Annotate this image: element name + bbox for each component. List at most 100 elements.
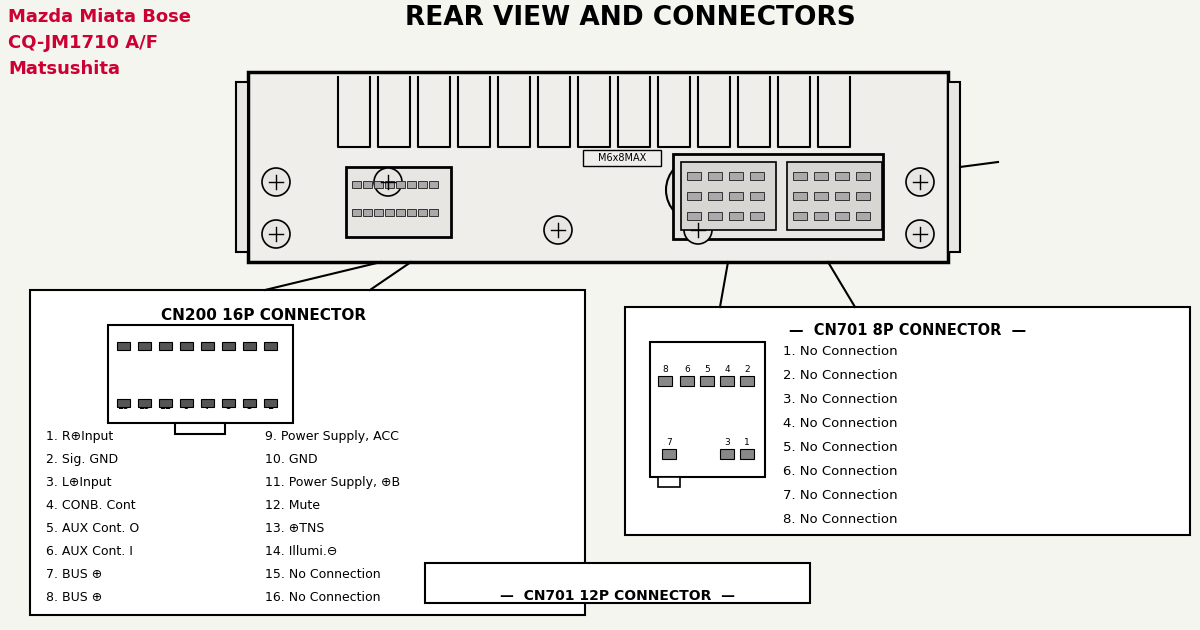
Text: 11: 11 bbox=[160, 402, 170, 411]
Text: 3: 3 bbox=[724, 438, 730, 447]
Bar bbox=[248, 72, 948, 262]
Text: CQ-JM1710 A/F: CQ-JM1710 A/F bbox=[8, 34, 158, 52]
Text: 6. AUX Cont. I: 6. AUX Cont. I bbox=[46, 545, 133, 558]
Circle shape bbox=[374, 168, 402, 196]
Bar bbox=[662, 449, 676, 459]
Bar bbox=[202, 399, 214, 407]
Bar bbox=[108, 325, 293, 423]
Text: Mazda Miata Bose: Mazda Miata Bose bbox=[8, 8, 191, 26]
Text: 15. No Connection: 15. No Connection bbox=[265, 568, 380, 581]
Bar bbox=[180, 342, 193, 350]
Bar bbox=[814, 192, 828, 200]
Text: 10. GND: 10. GND bbox=[265, 453, 318, 466]
Text: 5: 5 bbox=[226, 402, 230, 411]
Bar bbox=[856, 192, 870, 200]
Bar bbox=[583, 150, 661, 166]
Text: 14. Illumi.⊖: 14. Illumi.⊖ bbox=[265, 545, 337, 558]
Text: 3. No Connection: 3. No Connection bbox=[784, 393, 898, 406]
Bar bbox=[948, 82, 960, 252]
Text: 10: 10 bbox=[180, 344, 192, 353]
Bar bbox=[138, 399, 151, 407]
Bar bbox=[730, 192, 743, 200]
Bar bbox=[686, 172, 701, 180]
Text: 11. Power Supply, ⊕B: 11. Power Supply, ⊕B bbox=[265, 476, 400, 489]
Bar bbox=[364, 181, 372, 188]
Text: 5. AUX Cont. O: 5. AUX Cont. O bbox=[46, 522, 139, 535]
Text: 14: 14 bbox=[138, 344, 150, 353]
Bar bbox=[418, 209, 427, 216]
Bar bbox=[430, 181, 438, 188]
Bar bbox=[407, 209, 416, 216]
Text: 16. No Connection: 16. No Connection bbox=[265, 591, 380, 604]
Text: 4. CONB. Cont: 4. CONB. Cont bbox=[46, 499, 136, 512]
Text: 1: 1 bbox=[268, 402, 272, 411]
Bar bbox=[264, 342, 277, 350]
Text: —  CN701 12P CONNECTOR  —: — CN701 12P CONNECTOR — bbox=[500, 589, 734, 603]
Bar bbox=[625, 307, 1190, 535]
Bar bbox=[158, 342, 172, 350]
Bar bbox=[236, 82, 248, 252]
Text: 2. No Connection: 2. No Connection bbox=[784, 369, 898, 382]
Text: 15: 15 bbox=[118, 402, 128, 411]
Bar bbox=[680, 376, 694, 386]
Text: 7: 7 bbox=[666, 438, 672, 447]
Bar bbox=[385, 209, 394, 216]
Bar bbox=[385, 181, 394, 188]
Text: 9. Power Supply, ACC: 9. Power Supply, ACC bbox=[265, 430, 398, 443]
Bar bbox=[793, 172, 808, 180]
Text: 7: 7 bbox=[204, 402, 210, 411]
Bar bbox=[686, 212, 701, 220]
Bar bbox=[650, 342, 766, 477]
Text: 7. BUS ⊕: 7. BUS ⊕ bbox=[46, 568, 102, 581]
Text: 12. Mute: 12. Mute bbox=[265, 499, 320, 512]
Circle shape bbox=[544, 216, 572, 244]
Bar bbox=[180, 399, 193, 407]
Bar bbox=[835, 192, 850, 200]
Text: 2: 2 bbox=[744, 365, 750, 374]
Bar bbox=[720, 449, 734, 459]
Text: 2. Sig. GND: 2. Sig. GND bbox=[46, 453, 118, 466]
Bar bbox=[793, 212, 808, 220]
Text: CN200 16P CONNECTOR: CN200 16P CONNECTOR bbox=[161, 308, 366, 323]
Bar bbox=[407, 181, 416, 188]
Bar bbox=[658, 376, 672, 386]
Bar bbox=[158, 399, 172, 407]
Text: 13. ⊕TNS: 13. ⊕TNS bbox=[265, 522, 324, 535]
Bar bbox=[364, 209, 372, 216]
Bar bbox=[138, 342, 151, 350]
Text: 16: 16 bbox=[118, 344, 128, 353]
Text: —  CN701 8P CONNECTOR  —: — CN701 8P CONNECTOR — bbox=[788, 323, 1026, 338]
Bar bbox=[118, 399, 130, 407]
Bar bbox=[708, 212, 722, 220]
Text: 13: 13 bbox=[138, 402, 150, 411]
Bar bbox=[264, 399, 277, 407]
Bar bbox=[202, 342, 214, 350]
Bar bbox=[793, 192, 808, 200]
Circle shape bbox=[262, 220, 290, 248]
Text: 8. BUS ⊕: 8. BUS ⊕ bbox=[46, 591, 102, 604]
Bar bbox=[686, 192, 701, 200]
Bar bbox=[352, 209, 361, 216]
Bar bbox=[708, 172, 722, 180]
Bar bbox=[750, 192, 764, 200]
Bar bbox=[700, 376, 714, 386]
Bar bbox=[750, 212, 764, 220]
Text: REAR VIEW AND CONNECTORS: REAR VIEW AND CONNECTORS bbox=[404, 5, 856, 31]
Bar bbox=[856, 172, 870, 180]
Bar bbox=[346, 167, 451, 237]
Bar bbox=[418, 181, 427, 188]
Bar bbox=[740, 449, 754, 459]
Bar bbox=[374, 181, 383, 188]
Bar bbox=[835, 172, 850, 180]
Circle shape bbox=[684, 216, 712, 244]
Bar bbox=[222, 342, 235, 350]
Bar bbox=[374, 209, 383, 216]
Bar bbox=[425, 563, 810, 603]
Text: 6: 6 bbox=[226, 344, 230, 353]
Bar bbox=[222, 399, 235, 407]
Bar bbox=[682, 162, 776, 230]
Bar bbox=[814, 172, 828, 180]
Text: 5. No Connection: 5. No Connection bbox=[784, 441, 898, 454]
Circle shape bbox=[666, 158, 730, 222]
Text: 8: 8 bbox=[204, 344, 210, 353]
